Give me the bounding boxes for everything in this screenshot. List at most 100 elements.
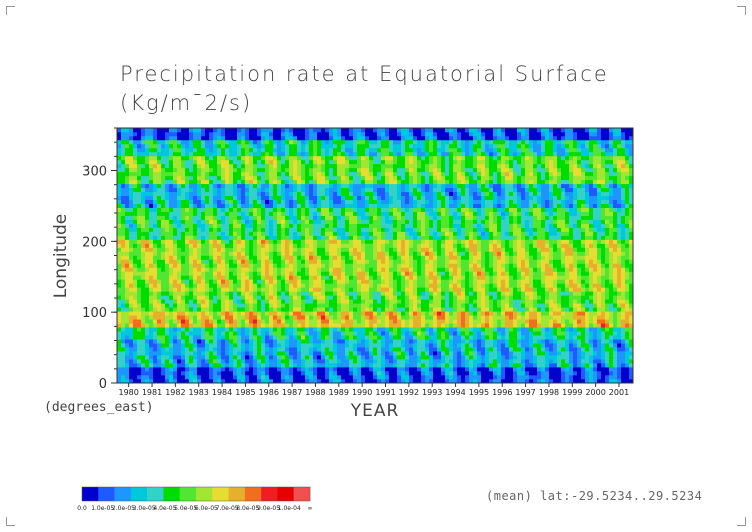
heatmap-cell [489, 315, 494, 320]
heatmap-cell [161, 291, 166, 296]
heatmap-cell [493, 247, 498, 252]
heatmap-cell [169, 271, 174, 276]
heatmap-cell [333, 327, 338, 332]
heatmap-cell [393, 303, 398, 308]
heatmap-cell [417, 275, 422, 280]
heatmap-cell [497, 371, 502, 376]
heatmap-cell [329, 335, 334, 340]
heatmap-cell [541, 375, 546, 380]
heatmap-cell [141, 355, 146, 360]
heatmap-cell [541, 311, 546, 316]
heatmap-cell [385, 271, 390, 276]
heatmap-cell [441, 371, 446, 376]
heatmap-cell [129, 331, 134, 336]
heatmap-cell [385, 331, 390, 336]
heatmap-cell [337, 279, 342, 284]
heatmap-cell [497, 279, 502, 284]
heatmap-cell [517, 351, 522, 356]
heatmap-cell [513, 347, 518, 352]
heatmap-cell [237, 311, 242, 316]
heatmap-cell [473, 355, 478, 360]
heatmap-cell [237, 355, 242, 360]
heatmap-cell [425, 243, 430, 248]
heatmap-cell [361, 311, 366, 316]
heatmap-cell [205, 287, 210, 292]
heatmap-cell [421, 331, 426, 336]
heatmap-cell [213, 355, 218, 360]
heatmap-cell [521, 371, 526, 376]
heatmap-cell [573, 263, 578, 268]
heatmap-cell [181, 359, 186, 364]
heatmap-cell [393, 279, 398, 284]
heatmap-cell [497, 319, 502, 324]
heatmap-cell [405, 315, 410, 320]
heatmap-cell [561, 295, 566, 300]
heatmap-cell [205, 243, 210, 248]
heatmap-cell [293, 327, 298, 332]
heatmap-cell [177, 311, 182, 316]
heatmap-cell [541, 351, 546, 356]
heatmap-cell [241, 255, 246, 260]
heatmap-cell [477, 239, 482, 244]
heatmap-cell [433, 263, 438, 268]
heatmap-cell [345, 251, 350, 256]
heatmap-cell [229, 315, 234, 320]
heatmap-cell [197, 283, 202, 288]
heatmap-cell [173, 375, 178, 380]
heatmap-cell [421, 287, 426, 292]
heatmap-cell [177, 303, 182, 308]
heatmap-cell [157, 335, 162, 340]
heatmap-cell [569, 371, 574, 376]
heatmap-cell [201, 227, 206, 232]
heatmap-cell [141, 279, 146, 284]
heatmap-cell [377, 263, 382, 268]
heatmap-cell [445, 299, 450, 304]
heatmap-cell [185, 291, 190, 296]
heatmap-cell [481, 335, 486, 340]
heatmap-cell [349, 255, 354, 260]
heatmap-cell [321, 231, 326, 236]
heatmap-cell [313, 291, 318, 296]
heatmap-cell [297, 327, 302, 332]
heatmap-cell [473, 351, 478, 356]
heatmap-cell [133, 347, 138, 352]
heatmap-cell [277, 259, 282, 264]
heatmap-cell [225, 355, 230, 360]
heatmap-cell [433, 347, 438, 352]
heatmap-cell [433, 379, 438, 384]
heatmap-cell [205, 263, 210, 268]
heatmap-cell [509, 319, 514, 324]
heatmap-cell [385, 243, 390, 248]
heatmap-cell [353, 359, 358, 364]
heatmap-cell [265, 267, 270, 272]
heatmap-cell [429, 275, 434, 280]
heatmap-cell [201, 371, 206, 376]
heatmap-cell [413, 251, 418, 256]
heatmap-cell [177, 239, 182, 244]
heatmap-cell [325, 231, 330, 236]
heatmap-cell [261, 319, 266, 324]
heatmap-cell [525, 247, 530, 252]
heatmap-cell [445, 347, 450, 352]
heatmap-cell [441, 343, 446, 348]
heatmap-cell [549, 355, 554, 360]
heatmap-cell [289, 319, 294, 324]
heatmap-cell [357, 311, 362, 316]
heatmap-cell [417, 263, 422, 268]
heatmap-cell [193, 247, 198, 252]
heatmap-cell [381, 331, 386, 336]
heatmap-cell [545, 323, 550, 328]
heatmap-cell [301, 227, 306, 232]
heatmap-cell [449, 331, 454, 336]
heatmap-cell [337, 331, 342, 336]
heatmap-cell [289, 231, 294, 236]
heatmap-cell [357, 235, 362, 240]
heatmap-cell [261, 295, 266, 300]
heatmap-cell [553, 367, 558, 372]
heatmap-cell [181, 267, 186, 272]
heatmap-cell [129, 343, 134, 348]
heatmap-cell [485, 323, 490, 328]
heatmap-cell [581, 355, 586, 360]
heatmap-cell [353, 227, 358, 232]
heatmap-cell [269, 339, 274, 344]
